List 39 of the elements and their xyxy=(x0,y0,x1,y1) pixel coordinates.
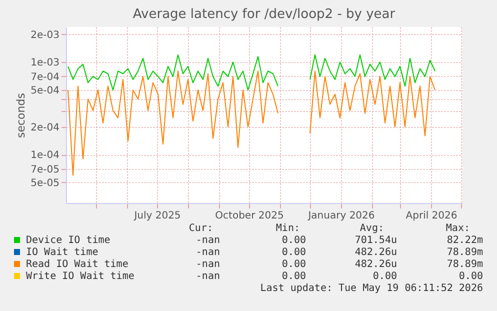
text: 0.00 xyxy=(372,271,397,282)
text: Last update: Tue May 19 06:11:52 2026 xyxy=(260,283,483,294)
text: -nan xyxy=(196,259,220,270)
y-tick-label: 1e-04 xyxy=(30,150,60,162)
text: Cur: xyxy=(188,223,213,234)
x-tick-label: July 2025 xyxy=(133,210,181,222)
y-tick-label: 7e-05 xyxy=(30,164,60,176)
y-tick-label: 2e-03 xyxy=(30,30,60,41)
text: 0.00 xyxy=(282,271,306,282)
y-tick-label: 1e-03 xyxy=(30,58,60,69)
y-tick-label: 5e-05 xyxy=(30,178,60,189)
legend-label: Read IO Wait time xyxy=(26,259,128,270)
text: 0.00 xyxy=(282,247,306,258)
chart-title: Average latency for /dev/loop2 - by year xyxy=(132,7,396,22)
text: 482.26u xyxy=(354,247,397,258)
legend-label: Write IO Wait time xyxy=(26,271,134,282)
text: 701.54u xyxy=(354,235,397,246)
y-axis-title: seconds xyxy=(14,92,28,138)
legend-label: Device IO time xyxy=(26,235,110,246)
text: 0.00 xyxy=(458,271,483,282)
text: Min: xyxy=(276,223,300,234)
text: -nan xyxy=(196,247,220,258)
text: Avg: xyxy=(360,223,384,234)
y-tick-label: 2e-04 xyxy=(30,122,60,134)
x-tick-label: January 2026 xyxy=(307,210,375,222)
text: 78.89m xyxy=(446,259,483,270)
text: 78.89m xyxy=(446,247,483,258)
text: 0.00 xyxy=(282,235,306,246)
text: Max: xyxy=(446,223,470,234)
text: 82.22m xyxy=(446,235,483,246)
x-tick-label: April 2026 xyxy=(406,210,458,222)
text: 482.26u xyxy=(354,259,397,270)
text: -nan xyxy=(196,271,220,282)
y-tick-label: 7e-04 xyxy=(30,72,60,83)
legend-label: IO Wait time xyxy=(26,247,98,258)
text: -nan xyxy=(196,235,220,246)
x-tick-label: October 2025 xyxy=(215,210,284,222)
y-tick-label: 5e-04 xyxy=(30,86,60,96)
text: 0.00 xyxy=(282,259,306,270)
